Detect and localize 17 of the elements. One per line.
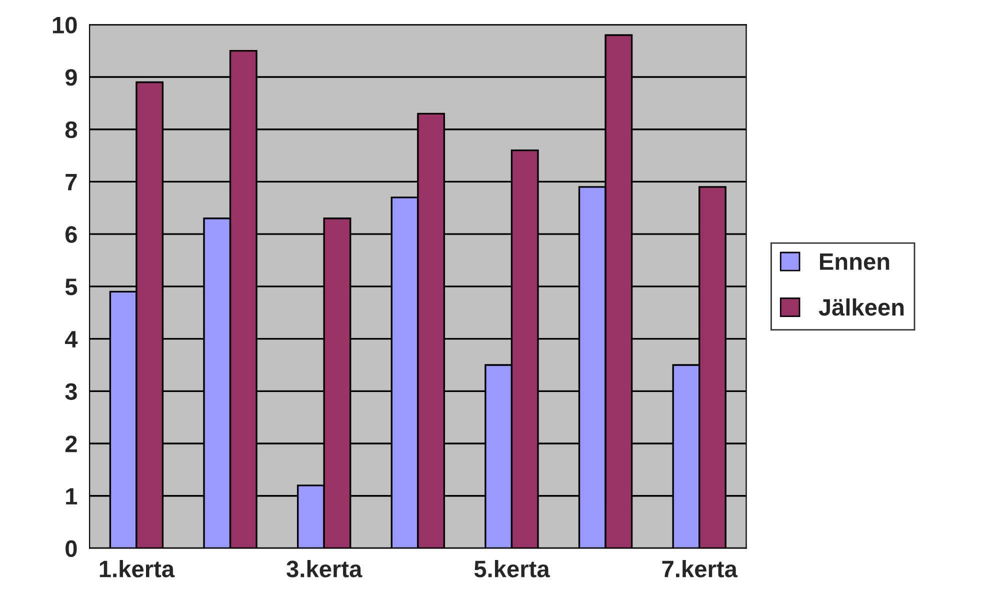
- y-tick-label: 7: [66, 174, 77, 190]
- y-tick-label: 3: [65, 383, 77, 400]
- y-tick-label: 4: [64, 331, 78, 348]
- y-tick-label: 6: [65, 226, 77, 243]
- y-tick-label: 0: [66, 540, 77, 558]
- x-tick-label: 1.kerta: [100, 560, 175, 578]
- legend-label: Ennen: [820, 253, 890, 270]
- y-tick-label: 10: [52, 16, 77, 34]
- y-tick-label: 5: [65, 278, 78, 296]
- legend-label: Jälkeen: [818, 298, 904, 316]
- x-tick-label: 5.kerta: [474, 560, 550, 578]
- y-tick-label: 8: [65, 121, 78, 138]
- y-tick-label: 9: [65, 69, 77, 86]
- y-tick-label: 2: [65, 436, 77, 452]
- y-tick-label: 1: [66, 488, 78, 504]
- x-tick-label: 3.kerta: [286, 560, 362, 578]
- x-tick-label: 7.kerta: [662, 560, 738, 578]
